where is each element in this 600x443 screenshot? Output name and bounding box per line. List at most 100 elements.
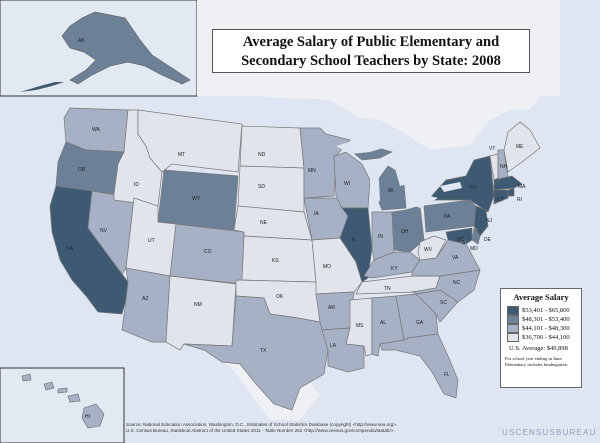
legend-item-1: $53,401 - $65,800 (507, 306, 577, 315)
label-DE: DE (484, 237, 492, 243)
label-AR: AR (328, 305, 335, 311)
state-ME (503, 121, 541, 173)
label-KY: KY (391, 266, 398, 272)
legend-item-4: $36,700 - $44,100 (507, 333, 577, 342)
legend-swatch-1 (507, 306, 519, 315)
label-NJ: NJ (486, 218, 493, 224)
state-NM (165, 275, 237, 351)
label-AK: AK (78, 38, 85, 44)
label-ME: ME (516, 144, 524, 150)
state-FL (379, 333, 459, 399)
label-UT: UT (148, 238, 155, 244)
hawaii-inset-frame (0, 367, 125, 443)
hawaii-oahu (43, 381, 55, 391)
state-AR (315, 291, 355, 331)
label-MT: MT (178, 152, 185, 158)
lake-erie (410, 196, 438, 208)
state-NJ (473, 205, 489, 237)
lake-superior (336, 140, 390, 154)
label-NC: NC (453, 280, 461, 286)
label-NV: NV (100, 228, 108, 234)
legend-note: For school year ending in June. Elementa… (505, 356, 569, 367)
lake-ontario (440, 182, 462, 192)
label-SC: SC (440, 300, 447, 306)
state-KY (363, 251, 421, 279)
label-CT: CT (497, 197, 504, 203)
state-DE (471, 227, 481, 245)
label-CO: CO (204, 249, 212, 255)
legend-label-4: $36,700 - $44,100 (522, 334, 570, 341)
label-WV: WV (424, 247, 433, 253)
state-MT (137, 109, 243, 173)
label-KS: KS (272, 258, 279, 264)
label-LA: LA (330, 343, 337, 349)
label-WA: WA (92, 127, 101, 133)
state-SD (237, 165, 305, 213)
hawaii-maui (67, 393, 81, 403)
label-WI: WI (344, 181, 350, 187)
label-AZ: AZ (142, 296, 148, 302)
source-line-2: U.S. Census Bureau, Statistical Abstract… (126, 428, 395, 433)
label-AL: AL (380, 320, 386, 326)
label-WY: WY (192, 196, 201, 202)
hawaii-kauai (21, 373, 32, 382)
state-HI (81, 403, 105, 429)
label-IA: IA (314, 211, 319, 217)
label-GA: GA (416, 320, 424, 326)
legend-label-1: $53,401 - $65,800 (522, 307, 570, 314)
legend-label-2: $48,301 - $53,400 (522, 316, 570, 323)
state-DC (461, 239, 467, 245)
source-note: Source: National Education Association, … (126, 422, 397, 434)
state-ND (239, 125, 305, 169)
label-OH: OH (401, 229, 409, 235)
label-VT: VT (489, 146, 495, 152)
label-SD: SD (258, 184, 265, 190)
label-OR: OR (78, 167, 86, 173)
label-NY: NY (470, 185, 478, 191)
source-line-1: Source: National Education Association, … (126, 422, 398, 427)
label-CA: CA (66, 246, 74, 252)
label-MS: MS (356, 323, 364, 329)
lake-michigan (370, 160, 380, 210)
map-title-line1: Average Salary of Public Elementary and (242, 34, 500, 50)
state-AZ (121, 267, 171, 343)
legend-swatch-3 (507, 324, 519, 333)
map-title: Average Salary of Public Elementary and … (212, 29, 530, 73)
label-ND: ND (258, 152, 266, 158)
state-VA (411, 239, 481, 277)
map-title-line2: Secondary School Teachers by State: 2008 (241, 53, 501, 69)
census-bureau-logo: USCENSUSBUREAU (502, 428, 597, 437)
label-ID: ID (134, 182, 139, 188)
label-NE: NE (260, 220, 268, 226)
label-HI: HI (85, 414, 90, 420)
legend-swatch-4 (507, 333, 519, 342)
label-DC: DC (457, 237, 465, 243)
label-FL: FL (444, 372, 450, 378)
legend-label-3: $44,101 - $48,300 (522, 325, 570, 332)
state-TX (183, 295, 329, 411)
state-MA (493, 175, 523, 191)
state-NY (427, 155, 495, 213)
label-TN: TN (384, 286, 391, 292)
label-RI: RI (517, 197, 522, 203)
state-KS (241, 235, 317, 283)
legend-item-2: $48,301 - $53,400 (507, 315, 577, 324)
label-NM: NM (194, 302, 202, 308)
legend: Average Salary $53,401 - $65,800 $48,301… (500, 288, 582, 388)
legend-title: Average Salary (513, 292, 569, 302)
label-IL: IL (352, 237, 356, 243)
state-HI-group (21, 373, 105, 429)
label-NH: NH (500, 164, 508, 170)
label-MO: MO (323, 264, 331, 270)
label-PA: PA (444, 214, 451, 220)
hawaii-molokai (57, 387, 68, 394)
us-average: U.S. Average: $49,898 (509, 345, 568, 352)
state-IN (371, 211, 395, 261)
label-MN: MN (308, 168, 316, 174)
label-MA: MA (518, 184, 526, 190)
label-MD: MD (470, 246, 478, 252)
label-IN: IN (378, 234, 383, 240)
legend-swatch-2 (507, 315, 519, 324)
